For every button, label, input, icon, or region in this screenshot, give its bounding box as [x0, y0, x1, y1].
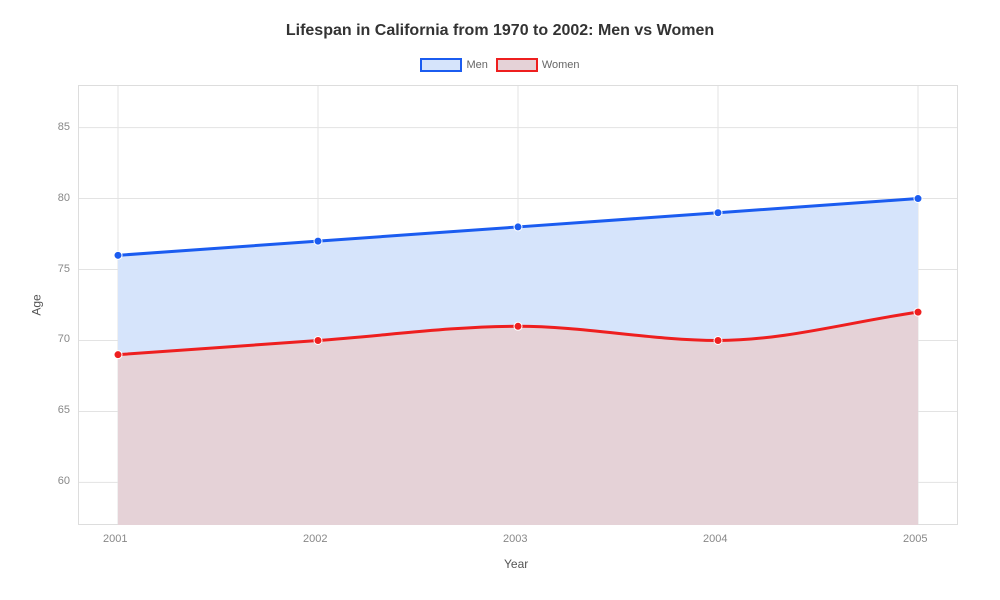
legend-label-men: Men	[466, 59, 487, 71]
y-tick-label: 70	[58, 333, 70, 345]
y-tick-label: 65	[58, 404, 70, 416]
x-tick-label: 2004	[703, 533, 727, 545]
legend-item-men: Men	[420, 58, 487, 72]
x-tick-label: 2003	[503, 533, 527, 545]
chart-title: Lifespan in California from 1970 to 2002…	[0, 22, 1000, 40]
x-tick-label: 2005	[903, 533, 927, 545]
x-axis-label: Year	[504, 557, 528, 571]
legend-item-women: Women	[496, 58, 580, 72]
x-tick-label: 2002	[303, 533, 327, 545]
y-tick-label: 80	[58, 192, 70, 204]
y-tick-label: 60	[58, 475, 70, 487]
y-tick-label: 75	[58, 263, 70, 275]
plot-area	[78, 85, 958, 525]
legend-swatch-men	[420, 58, 462, 72]
legend-swatch-women	[496, 58, 538, 72]
y-tick-label: 85	[58, 121, 70, 133]
chart-container: Lifespan in California from 1970 to 2002…	[0, 0, 1000, 600]
y-axis-label: Age	[30, 294, 44, 315]
legend: Men Women	[0, 58, 1000, 72]
x-tick-label: 2001	[103, 533, 127, 545]
legend-label-women: Women	[542, 59, 580, 71]
plot-svg	[78, 85, 958, 525]
